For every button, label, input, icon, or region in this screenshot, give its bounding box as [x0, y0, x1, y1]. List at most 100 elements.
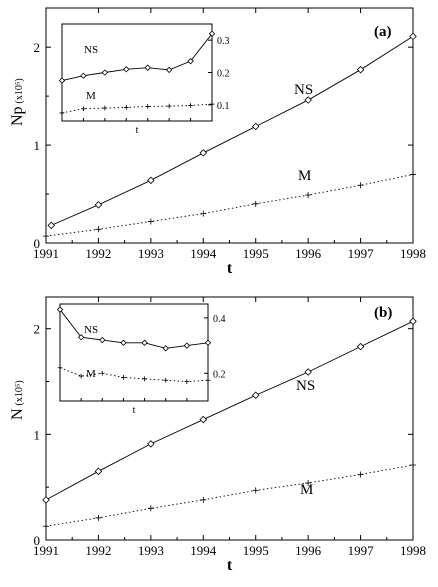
panel-tag: (a)	[374, 24, 392, 40]
inset-frame	[61, 23, 213, 122]
x-axis-label: t	[227, 260, 233, 277]
series-line-ns	[45, 320, 414, 501]
plot-frame	[45, 296, 414, 541]
data-point-ns	[94, 467, 103, 476]
inset-y-tick-label: 0.3	[217, 36, 230, 47]
data-point-m	[410, 461, 416, 468]
inset-data-point-m	[78, 373, 84, 379]
inset-data-point-m	[209, 101, 215, 107]
inset-data-point-m	[81, 106, 86, 112]
data-point-ns	[409, 32, 417, 41]
inset-series-label-m: M	[86, 368, 96, 380]
inset-data-point-ns	[165, 66, 173, 74]
y-axis-label: N (x10⁵)	[9, 380, 26, 420]
x-axis-label: t	[227, 557, 233, 574]
inset-data-point-ns	[208, 30, 216, 37]
inset-data-point-ns	[99, 336, 106, 344]
inset-x-axis-label: t	[136, 125, 139, 136]
data-point-ns	[42, 496, 50, 504]
inset-data-point-ns	[187, 58, 194, 65]
x-tick-label: 1998	[400, 246, 426, 261]
data-point-ns	[199, 149, 208, 157]
inset-data-point-m	[205, 377, 211, 383]
inset-data-point-m	[99, 370, 105, 376]
data-point-m	[95, 226, 102, 233]
inset-data-point-ns	[123, 66, 130, 73]
x-tick-label: 1997	[348, 246, 375, 261]
series-label-ns: NS	[296, 378, 315, 394]
data-point-ns	[304, 96, 312, 104]
x-tick-label: 1993	[138, 543, 164, 558]
inset-data-point-ns	[144, 64, 151, 71]
data-point-ns	[147, 176, 155, 185]
data-point-m	[252, 487, 259, 494]
inset-data-point-ns	[80, 72, 87, 79]
inset-series-label-ns: NS	[84, 324, 98, 336]
inset-data-point-m	[57, 365, 63, 371]
data-point-m	[252, 200, 259, 207]
data-point-m	[200, 210, 207, 217]
x-tick-label: 1991	[33, 543, 59, 558]
inset-series-label-m: M	[86, 90, 96, 102]
data-point-m	[147, 505, 154, 512]
data-point-ns	[409, 317, 417, 326]
data-point-m	[357, 182, 364, 189]
inset-data-point-m	[59, 110, 65, 116]
inset-y-tick-label: 0.1	[217, 101, 230, 112]
inset-data-point-ns	[162, 345, 169, 352]
data-point-m	[410, 171, 416, 178]
series-line-ns	[51, 36, 414, 226]
data-point-ns	[251, 391, 260, 400]
inset-data-point-m	[188, 103, 193, 108]
inset-data-point-ns	[77, 334, 85, 341]
panel-a: 1991 1992 1993 1994 1995 1996 1997 1998 0 1 2 t Np (x…	[9, 7, 426, 277]
y-axis-label: Np (x10⁵)	[9, 78, 26, 126]
data-point-ns	[147, 440, 155, 448]
inset-data-point-ns	[58, 77, 66, 84]
plot-frame	[45, 7, 414, 244]
data-point-m	[95, 514, 102, 521]
inset-series-line-ns	[61, 33, 213, 82]
y-tick-label: 0	[34, 533, 41, 548]
inset-data-point-m	[123, 105, 129, 110]
inset-data-point-m	[102, 105, 108, 111]
data-point-m	[305, 479, 312, 486]
x-tick-label: 1995	[243, 543, 269, 558]
series-label-m: M	[298, 168, 311, 184]
data-point-ns	[251, 122, 260, 131]
inset-data-point-ns	[141, 339, 148, 346]
data-point-m	[357, 471, 364, 478]
inset-chart: 0.1 0.2 0.3 t NS M	[58, 23, 230, 136]
y-tick-label: 1	[34, 138, 41, 153]
data-point-m	[147, 218, 154, 225]
inset-y-tick-label: 0.2	[217, 69, 230, 80]
y-axis-label-unit: (x10⁵)	[14, 380, 25, 405]
series-label-m: M	[300, 482, 313, 498]
inset-data-point-ns	[183, 342, 191, 349]
data-point-ns	[304, 368, 312, 376]
y-tick-label: 2	[34, 40, 41, 55]
inset-data-point-ns	[204, 339, 212, 346]
inset-series-line-ns	[59, 309, 209, 349]
y-axis-label-unit: (x10⁵)	[14, 78, 25, 103]
y-tick-label: 0	[34, 236, 41, 251]
inset-chart: 0.2 0.4 t NS M	[56, 303, 226, 416]
data-point-m	[43, 523, 49, 530]
x-tick-label: 1994	[190, 246, 217, 261]
data-point-ns	[94, 201, 103, 209]
panel-tag: (b)	[374, 305, 392, 321]
x-tick-label: 1996	[295, 543, 322, 558]
inset-series-line-m	[61, 103, 213, 114]
data-point-m	[305, 192, 312, 199]
x-tick-label: 1998	[400, 543, 426, 558]
x-tick-label: 1995	[243, 246, 269, 261]
panel-b: 1991 1992 1993 1994 1995 1996 1997 1998 0 1 2 t N (x1…	[9, 296, 426, 574]
x-tick-label: 1991	[33, 246, 59, 261]
y-tick-label: 1	[34, 427, 41, 442]
inset-data-point-m	[142, 376, 147, 382]
y-axis-label-main: Np	[9, 106, 26, 126]
x-tick-label: 1992	[85, 246, 111, 261]
inset-data-point-ns	[101, 69, 109, 76]
data-point-ns	[356, 65, 365, 74]
